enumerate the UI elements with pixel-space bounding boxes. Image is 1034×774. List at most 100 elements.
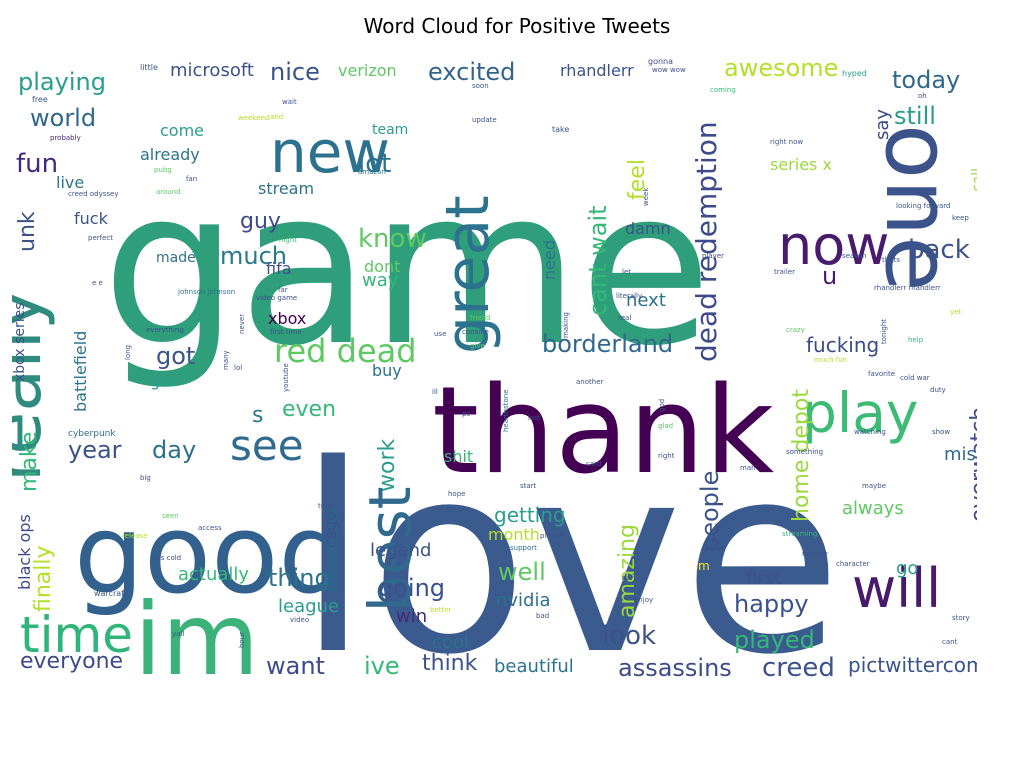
cloud-word-video: video	[290, 616, 309, 624]
cloud-word-tonight: tonight	[880, 319, 888, 344]
cloud-word-amazon: amazon	[358, 168, 386, 176]
cloud-word-will: will	[852, 557, 941, 620]
cloud-word-support: support	[510, 544, 537, 552]
cloud-word-verizon: verizon	[338, 61, 397, 80]
cloud-word-people: people	[696, 471, 724, 552]
cloud-word-cool: cool	[432, 632, 469, 653]
cloud-word-cant: cant	[942, 638, 958, 646]
cloud-word-fun: fun	[16, 149, 58, 179]
cloud-word-xbox-series: xbox series	[12, 302, 28, 382]
cloud-word-video-game: video game	[256, 294, 297, 302]
cloud-word-even: even	[282, 397, 336, 422]
cloud-word-series-x: series x	[770, 155, 832, 174]
cloud-word-something: something	[786, 448, 823, 456]
cloud-word-real: real	[618, 314, 631, 322]
cloud-word-xbox: xbox	[268, 309, 306, 328]
cloud-word-damn: damn	[625, 219, 671, 238]
cloud-word-fortnite: fortnite	[802, 550, 828, 558]
cloud-word-really: really	[12, 288, 57, 482]
cloud-word-make: make	[17, 432, 42, 492]
cloud-word-well: well	[498, 558, 546, 586]
cloud-word-world: world	[30, 104, 96, 132]
cloud-word-best: best	[356, 487, 424, 612]
cloud-word-glad: glad	[658, 422, 673, 430]
cloud-word-story: story	[952, 614, 970, 622]
cloud-word-god: god	[658, 399, 666, 412]
cloud-word-finally: finally	[31, 545, 56, 612]
cloud-word-buy: buy	[372, 361, 402, 380]
cloud-word-another: another	[576, 378, 603, 386]
cloud-word-let: let	[622, 268, 631, 276]
cloud-word-got: got	[156, 342, 195, 370]
cloud-word-making: making	[562, 312, 570, 338]
cloud-word-far: far	[278, 286, 288, 294]
cloud-word-come: come	[160, 121, 204, 140]
cloud-word-played: played	[734, 626, 815, 654]
cloud-word-gta: gta	[150, 371, 176, 390]
cloud-word-today: today	[892, 66, 960, 94]
cloud-word-awesome: awesome	[724, 54, 838, 82]
cloud-word-free: free	[32, 95, 48, 104]
cloud-word-looking-forward: looking forward	[896, 202, 950, 210]
cloud-word-guy: guy	[240, 209, 281, 234]
cloud-word-month: month	[488, 525, 540, 544]
cloud-word-excited: excited	[428, 58, 515, 86]
cloud-word-maybe: maybe	[862, 482, 886, 490]
cloud-word-duty: duty	[930, 386, 946, 394]
cloud-word-better: better	[430, 606, 452, 614]
cloud-word-im: im	[134, 581, 259, 684]
cloud-word-know: know	[358, 224, 427, 254]
cloud-word-crazy: crazy	[786, 326, 805, 334]
cloud-word-give: give	[470, 342, 485, 350]
cloud-word-thank: thank	[432, 362, 775, 501]
cloud-word-thing: thing	[268, 564, 330, 592]
cloud-word-game: game	[102, 142, 712, 393]
cloud-word-love: love	[297, 410, 842, 684]
cloud-word-watching: watching	[854, 428, 886, 436]
cloud-word-gonna: gonna	[648, 57, 673, 66]
cloud-word-stream: stream	[258, 179, 314, 198]
cloud-word-top: top	[318, 502, 330, 510]
cloud-word-access: access	[198, 524, 222, 532]
cloud-word-cant-wait: cant wait	[584, 205, 612, 316]
cloud-word-right-now: right now	[770, 138, 803, 146]
cloud-word-big: big	[140, 474, 151, 482]
cloud-word-now: now	[778, 214, 889, 277]
cloud-word-literally: literally	[616, 292, 642, 300]
cloud-word-hyped: hyped	[842, 69, 867, 78]
cloud-word-lot: lot	[358, 149, 391, 179]
cloud-word-johnson-johnson: johnson johnson	[177, 288, 235, 296]
cloud-word-keep: keep	[952, 214, 969, 222]
cloud-word-overwatch: overwatch	[967, 407, 977, 522]
cloud-word-already: already	[140, 145, 200, 164]
cloud-word-probably: probably	[50, 134, 81, 142]
cloud-word-rhandlerr: rhandlerr	[560, 61, 634, 80]
cloud-word-happy: happy	[734, 590, 809, 618]
cloud-word-call: call	[970, 168, 977, 192]
cloud-word-ive: ive	[364, 652, 400, 680]
cloud-word-take: take	[552, 125, 569, 134]
cloud-word-part: part	[622, 574, 637, 582]
cloud-word-red-dead: red dead	[274, 332, 417, 370]
cloud-word-little: little	[140, 63, 158, 72]
cloud-word-wow-wow: wow wow	[652, 66, 686, 74]
cloud-word-yall: yall	[172, 630, 184, 638]
cloud-word-never: never	[238, 314, 246, 334]
cloud-word-streaming: streaming	[782, 530, 817, 538]
cloud-word-win: win	[396, 606, 427, 627]
cloud-word-going: going	[378, 574, 445, 602]
cloud-word-trailer: trailer	[774, 268, 795, 276]
cloud-word-everything: everything	[146, 326, 184, 334]
cloud-word-ill: ill	[432, 388, 438, 396]
cloud-word-still: still	[894, 102, 936, 130]
cloud-word-console: console	[462, 328, 489, 336]
word-cloud: game love thank good im one new really great best…	[12, 52, 977, 684]
cloud-word-playing: playing	[18, 68, 106, 96]
cloud-word-long: long	[124, 345, 132, 360]
cloud-word-show: show	[932, 428, 950, 436]
cloud-word-card: card	[586, 460, 601, 468]
cloud-word-go: go	[896, 558, 918, 579]
cloud-word-miss: miss	[944, 444, 977, 465]
cloud-word-work: work	[375, 439, 400, 492]
cloud-word-rhandlerr-rhandlerr: rhandlerr rhandlerr	[874, 284, 941, 292]
